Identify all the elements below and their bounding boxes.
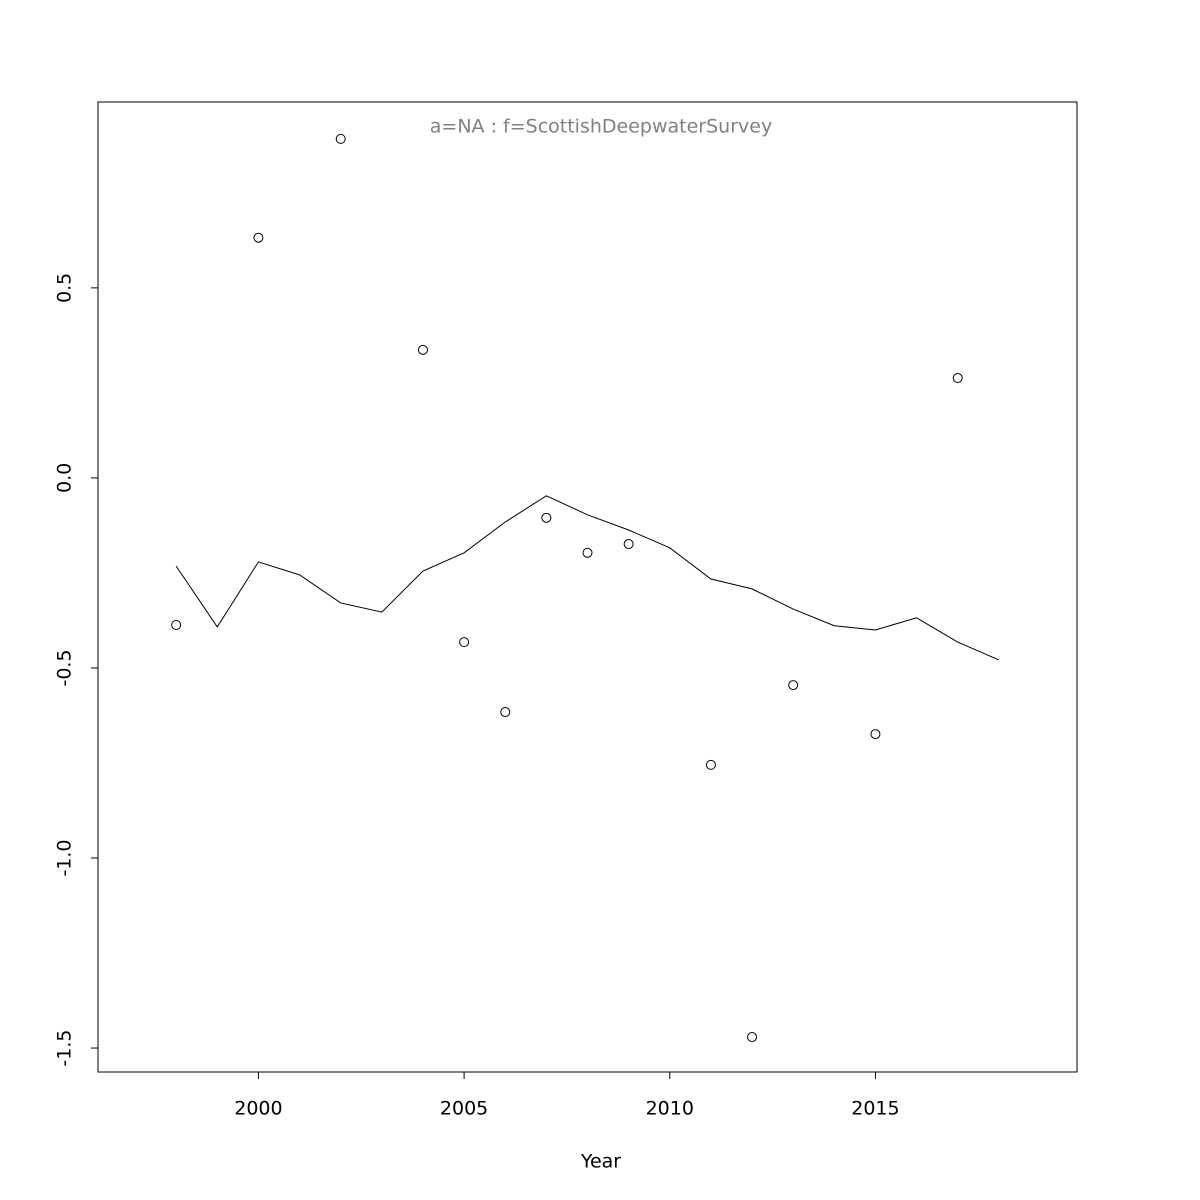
x-tick-label: 2010 (646, 1098, 694, 1120)
data-point (459, 637, 470, 648)
data-point (253, 232, 264, 243)
y-tick-label: -0.5 (54, 649, 76, 686)
y-tick-label: -1.0 (54, 839, 76, 876)
chart-title: a=NA : f=ScottishDeepwaterSurvey (430, 116, 772, 138)
data-point (541, 512, 552, 523)
data-point (705, 759, 716, 770)
data-point (747, 1032, 758, 1043)
data-point (417, 344, 428, 355)
y-tick-label: 0.5 (54, 273, 76, 303)
data-point (582, 547, 593, 558)
x-tick-label: 2000 (234, 1098, 282, 1120)
y-tick-label: 0.0 (54, 463, 76, 493)
plot-box (97, 101, 1078, 1073)
data-point (171, 620, 182, 631)
data-point (952, 372, 963, 383)
x-tick-label: 2015 (851, 1098, 899, 1120)
x-axis-label: Year (580, 1151, 621, 1173)
data-line (175, 495, 1000, 661)
data-point (870, 729, 881, 740)
data-point (623, 539, 634, 550)
x-tick-label: 2005 (440, 1098, 488, 1120)
data-point (788, 680, 799, 691)
y-tick-label: -1.5 (54, 1030, 76, 1067)
data-point (335, 133, 346, 144)
data-point (500, 707, 511, 718)
